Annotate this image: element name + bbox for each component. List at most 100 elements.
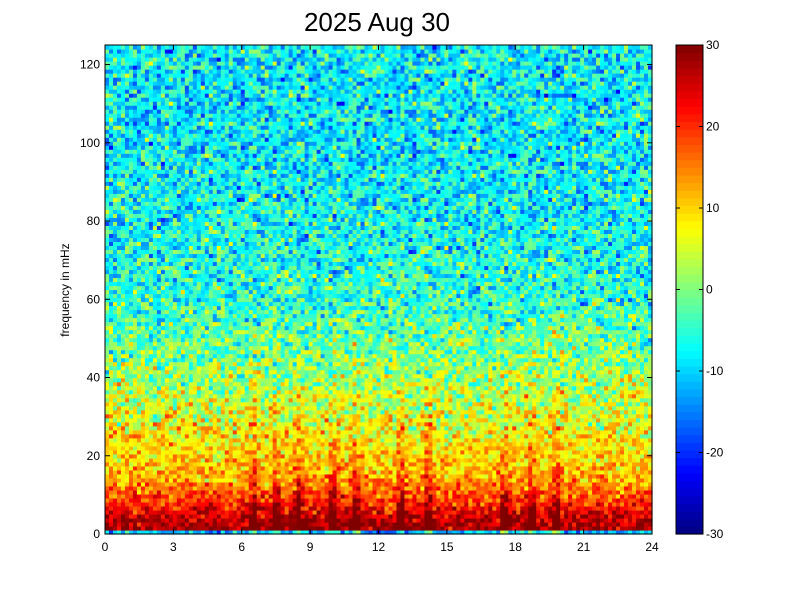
heatmap-cell: [120, 57, 126, 62]
heatmap-cell: [264, 313, 270, 319]
heatmap-cell: [152, 445, 158, 451]
heatmap-cell: [172, 113, 178, 118]
heatmap-cell: [112, 93, 118, 98]
heatmap-cell: [256, 433, 262, 439]
heatmap-cell: [112, 201, 118, 206]
heatmap-cell: [244, 361, 250, 367]
heatmap-cell: [112, 293, 118, 299]
heatmap-cell: [164, 433, 170, 439]
heatmap-cell: [248, 77, 254, 82]
heatmap-cell: [172, 309, 178, 315]
heatmap-cell: [112, 173, 118, 178]
heatmap-cell: [200, 185, 206, 190]
heatmap-cell: [260, 137, 266, 142]
heatmap-cell: [264, 213, 270, 218]
heatmap-cell: [244, 373, 250, 379]
heatmap-cell: [108, 249, 114, 255]
heatmap-cell: [220, 365, 226, 371]
heatmap-cell: [264, 145, 270, 150]
heatmap-cell: [196, 273, 202, 279]
heatmap-cell: [196, 301, 202, 307]
heatmap-cell: [240, 269, 246, 275]
heatmap-cell: [184, 269, 190, 275]
heatmap-cell: [216, 325, 222, 331]
heatmap-cell: [188, 289, 194, 295]
heatmap-cell: [220, 473, 226, 479]
heatmap-cell: [264, 181, 270, 186]
heatmap-cell: [252, 341, 258, 347]
heatmap-cell: [168, 457, 174, 463]
heatmap-cell: [152, 257, 158, 263]
heatmap-cell: [216, 409, 222, 415]
heatmap-cell: [224, 465, 230, 471]
heatmap-cell: [168, 453, 174, 459]
heatmap-cell: [232, 385, 238, 391]
heatmap-cell: [252, 177, 258, 182]
heatmap-cell: [200, 69, 206, 74]
heatmap-cell: [236, 309, 242, 315]
heatmap-cell: [204, 161, 210, 166]
heatmap-cell: [160, 477, 166, 483]
heatmap-cell: [200, 93, 206, 98]
heatmap-cell: [192, 485, 198, 491]
heatmap-cell: [212, 381, 218, 387]
heatmap-cell: [208, 529, 214, 535]
heatmap-cell: [140, 385, 146, 391]
heatmap-cell: [236, 189, 242, 194]
heatmap-cell: [244, 129, 250, 134]
heatmap-cell: [164, 73, 170, 78]
heatmap-cell: [152, 301, 158, 307]
heatmap-cell: [172, 69, 178, 74]
heatmap-cell: [240, 345, 246, 351]
heatmap-cell: [144, 109, 150, 114]
heatmap-cell: [108, 405, 114, 411]
heatmap-cell: [140, 221, 146, 226]
heatmap-cell: [156, 69, 162, 74]
heatmap-cell: [144, 137, 150, 142]
heatmap-cell: [112, 449, 118, 455]
heatmap-cell: [124, 373, 130, 379]
heatmap-cell: [116, 449, 122, 455]
heatmap-cell: [180, 473, 186, 479]
heatmap-cell: [224, 273, 230, 279]
heatmap-cell: [156, 281, 162, 287]
heatmap-cell: [132, 101, 138, 106]
heatmap-cell: [204, 49, 210, 54]
heatmap-cell: [120, 481, 126, 487]
heatmap-cell: [264, 273, 270, 279]
heatmap-cell: [216, 197, 222, 202]
heatmap-cell: [180, 453, 186, 459]
heatmap-cell: [140, 133, 146, 138]
heatmap-cell: [200, 101, 206, 106]
heatmap-cell: [224, 121, 230, 126]
heatmap-cell: [188, 341, 194, 347]
heatmap-cell: [240, 229, 246, 234]
heatmap-cell: [228, 257, 234, 263]
heatmap-cell: [192, 241, 198, 247]
heatmap-cell: [236, 49, 242, 54]
heatmap-cell: [264, 249, 270, 255]
heatmap-cell: [240, 117, 246, 122]
heatmap-cell: [212, 213, 218, 218]
heatmap-cell: [224, 53, 230, 58]
heatmap-cell: [256, 381, 262, 387]
heatmap-cell: [192, 501, 198, 507]
heatmap-cell: [220, 353, 226, 359]
heatmap-cell: [208, 309, 214, 315]
heatmap-cell: [184, 229, 190, 234]
heatmap-cell: [164, 393, 170, 399]
heatmap-cell: [204, 225, 210, 230]
heatmap-cell: [192, 189, 198, 194]
heatmap-cell: [228, 101, 234, 106]
heatmap-cell: [252, 153, 258, 158]
heatmap-cell: [248, 269, 254, 275]
heatmap-cell: [176, 389, 182, 395]
heatmap-cell: [180, 209, 186, 214]
heatmap-cell: [220, 57, 226, 62]
heatmap-cell: [212, 129, 218, 134]
heatmap-cell: [208, 305, 214, 311]
heatmap-cell: [252, 505, 258, 511]
heatmap-cell: [264, 521, 270, 527]
heatmap-cell: [260, 305, 266, 311]
heatmap-cell: [220, 517, 226, 523]
